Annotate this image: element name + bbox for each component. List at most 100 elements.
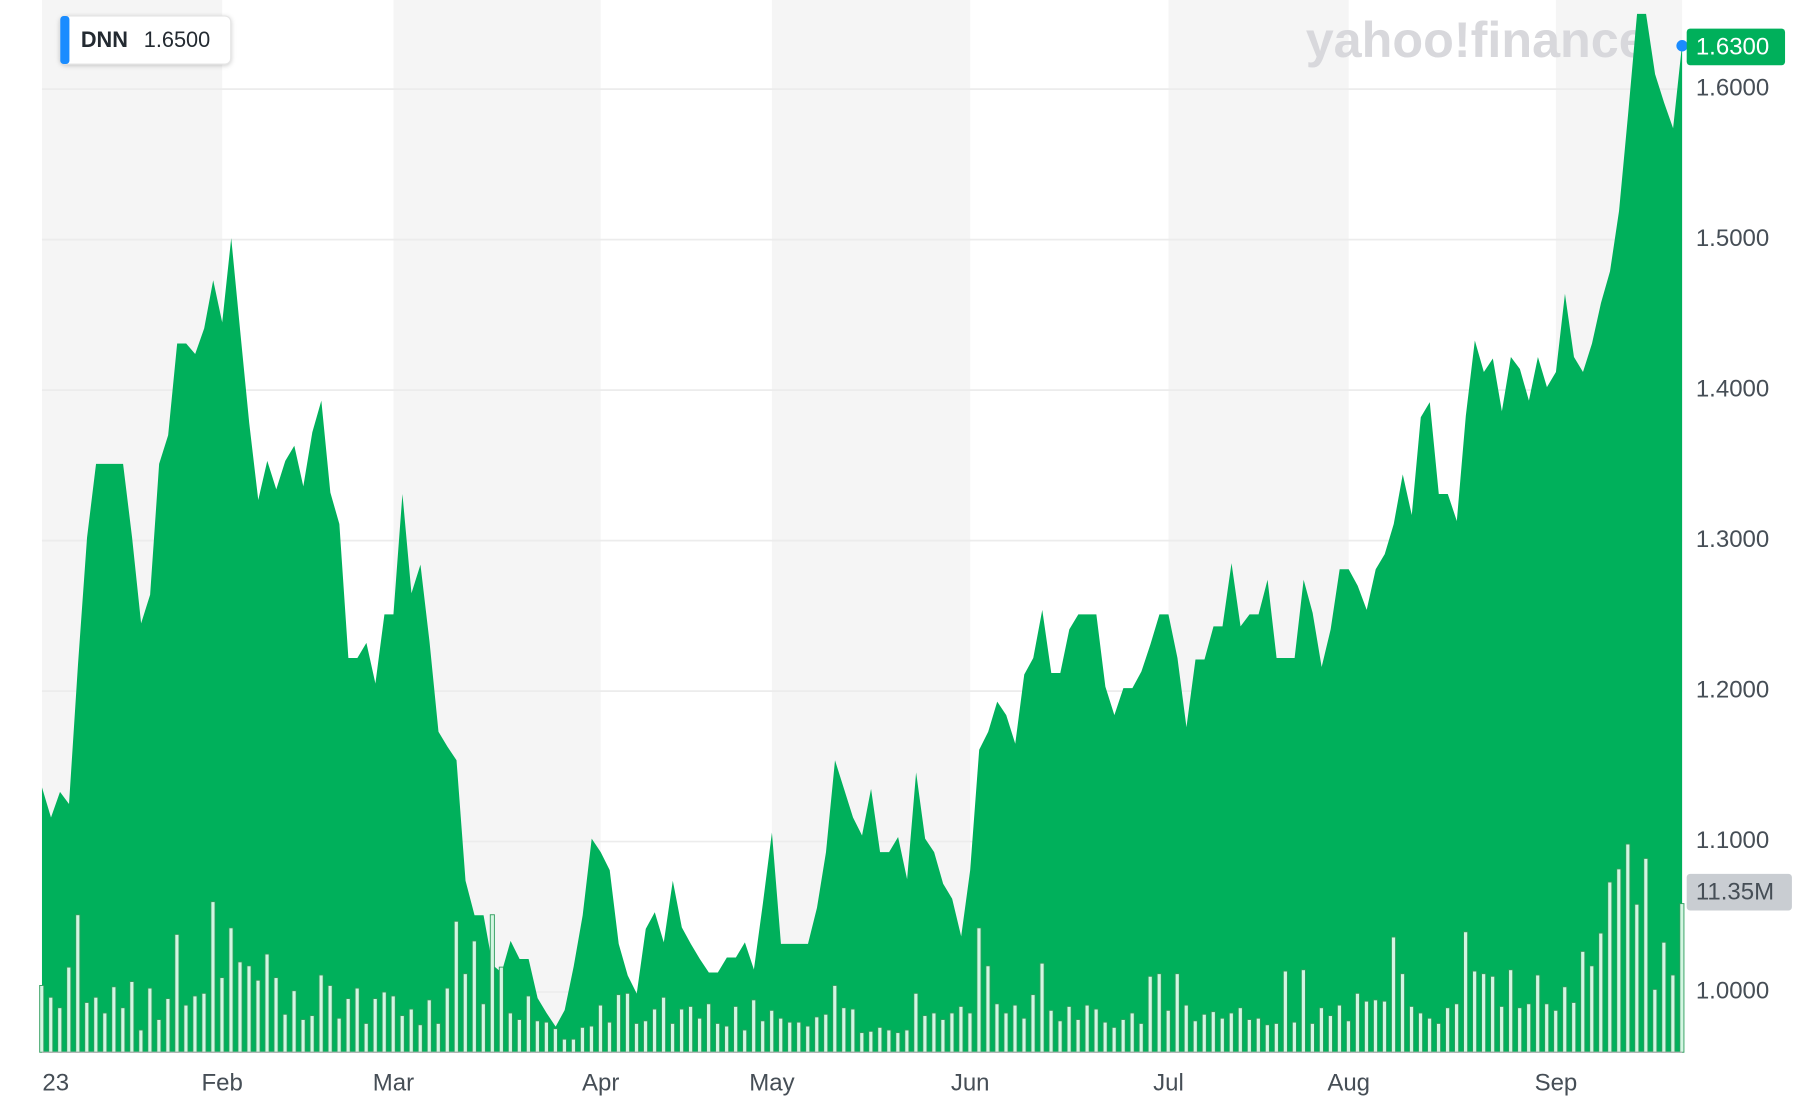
volume-bar	[111, 986, 117, 1053]
legend-box: DNN 1.6500	[59, 15, 232, 65]
x-tick-label: Sep	[1535, 1070, 1578, 1097]
volume-bar	[697, 1017, 703, 1053]
volume-bar	[796, 1021, 802, 1053]
volume-bar	[904, 1029, 910, 1053]
volume-bar	[354, 987, 360, 1053]
x-tick-label: Jun	[951, 1070, 990, 1097]
volume-bar	[1670, 974, 1676, 1053]
volume-bar	[1427, 1017, 1433, 1053]
volume-bar	[444, 987, 450, 1053]
volume-bar	[561, 1038, 567, 1053]
volume-bar	[1156, 973, 1162, 1053]
volume-bar	[129, 981, 135, 1053]
x-tick-label: Apr	[582, 1070, 619, 1097]
volume-bar	[435, 1022, 441, 1053]
volume-bar	[1147, 975, 1153, 1053]
volume-bar	[1499, 1005, 1505, 1053]
volume-bar	[264, 953, 270, 1053]
volume-bar	[1508, 969, 1514, 1053]
last-volume-label: 11.35M	[1696, 879, 1774, 906]
volume-bar	[210, 901, 216, 1053]
volume-bar	[1093, 1008, 1099, 1053]
volume-bar	[219, 977, 225, 1053]
volume-bar	[958, 1005, 964, 1053]
volume-bar	[1138, 1022, 1144, 1053]
volume-bar	[715, 1022, 721, 1053]
volume-bar	[66, 966, 72, 1053]
volume-bar	[1553, 1009, 1559, 1053]
volume-bar	[498, 966, 504, 1053]
volume-bar	[75, 914, 81, 1053]
volume-bar	[102, 1012, 108, 1053]
volume-bar	[606, 1021, 613, 1053]
volume-bar	[1454, 1003, 1460, 1053]
volume-bar	[1309, 1022, 1315, 1053]
volume-bar	[93, 996, 99, 1053]
y-tick-label: 1.1000	[1696, 827, 1769, 854]
volume-bar	[724, 1025, 730, 1053]
volume-bar	[291, 990, 297, 1053]
volume-bar	[949, 1012, 955, 1053]
volume-bar	[1643, 857, 1649, 1053]
volume-bar	[1381, 1000, 1388, 1053]
y-tick-label: 1.3000	[1696, 526, 1769, 553]
volume-bar	[543, 1021, 549, 1053]
volume-bar	[174, 933, 180, 1053]
volume-bar	[733, 1005, 739, 1053]
volume-bar	[408, 1008, 414, 1053]
volume-bar	[1300, 969, 1306, 1053]
volume-bar	[1562, 986, 1568, 1053]
volume-bar	[985, 965, 991, 1053]
volume-bar	[1120, 1019, 1126, 1053]
volume-bar	[661, 996, 667, 1053]
volume-bar	[1075, 1019, 1081, 1053]
volume-bar	[597, 1004, 603, 1053]
volume-bar	[525, 995, 531, 1053]
x-tick-label: 23	[42, 1070, 69, 1097]
volume-bar	[1066, 1005, 1072, 1053]
volume-bar	[1472, 970, 1478, 1053]
volume-bar	[147, 987, 153, 1053]
volume-bar	[309, 1015, 315, 1053]
header-price: 1.6500	[144, 27, 210, 52]
volume-bar	[1129, 1012, 1135, 1053]
volume-bar	[1363, 1000, 1369, 1053]
last-volume-box	[1686, 873, 1792, 911]
volume-bar	[48, 996, 54, 1053]
volume-bar	[453, 920, 459, 1053]
volume-bar	[688, 1005, 694, 1053]
volume-bar	[1535, 974, 1541, 1053]
volume-bar	[1571, 1002, 1577, 1053]
volume-bar	[1679, 903, 1685, 1053]
volume-bar	[507, 1012, 513, 1053]
volume-bar	[1652, 988, 1658, 1053]
volume-bar	[489, 914, 495, 1053]
volume-bar	[1003, 1012, 1009, 1053]
volume-bar	[1228, 1012, 1234, 1053]
volume-bar	[363, 1022, 369, 1053]
legend-marker	[60, 16, 70, 65]
volume-bar	[1390, 936, 1397, 1053]
x-tick-label: Jul	[1153, 1070, 1184, 1097]
volume-bar	[1625, 843, 1631, 1053]
volume-bar	[588, 1025, 594, 1053]
volume-bar	[931, 1012, 937, 1053]
volume-bar	[282, 1013, 288, 1053]
volume-bar	[1372, 999, 1379, 1053]
volume-bar	[895, 1032, 901, 1053]
volume-bar	[751, 999, 757, 1053]
volume-bar	[805, 1025, 811, 1053]
volume-bar	[1012, 1004, 1018, 1053]
volume-bar	[1318, 1007, 1324, 1053]
volume-bar	[417, 1024, 423, 1053]
volume-bar	[552, 1028, 558, 1053]
volume-bar	[390, 995, 396, 1053]
volume-bar	[652, 1008, 658, 1053]
volume-bar	[976, 927, 982, 1053]
volume-bar	[336, 1017, 342, 1053]
volume-bar	[318, 974, 324, 1053]
volume-bar	[1336, 1004, 1342, 1053]
volume-bar	[570, 1038, 576, 1053]
volume-bar	[165, 998, 171, 1053]
